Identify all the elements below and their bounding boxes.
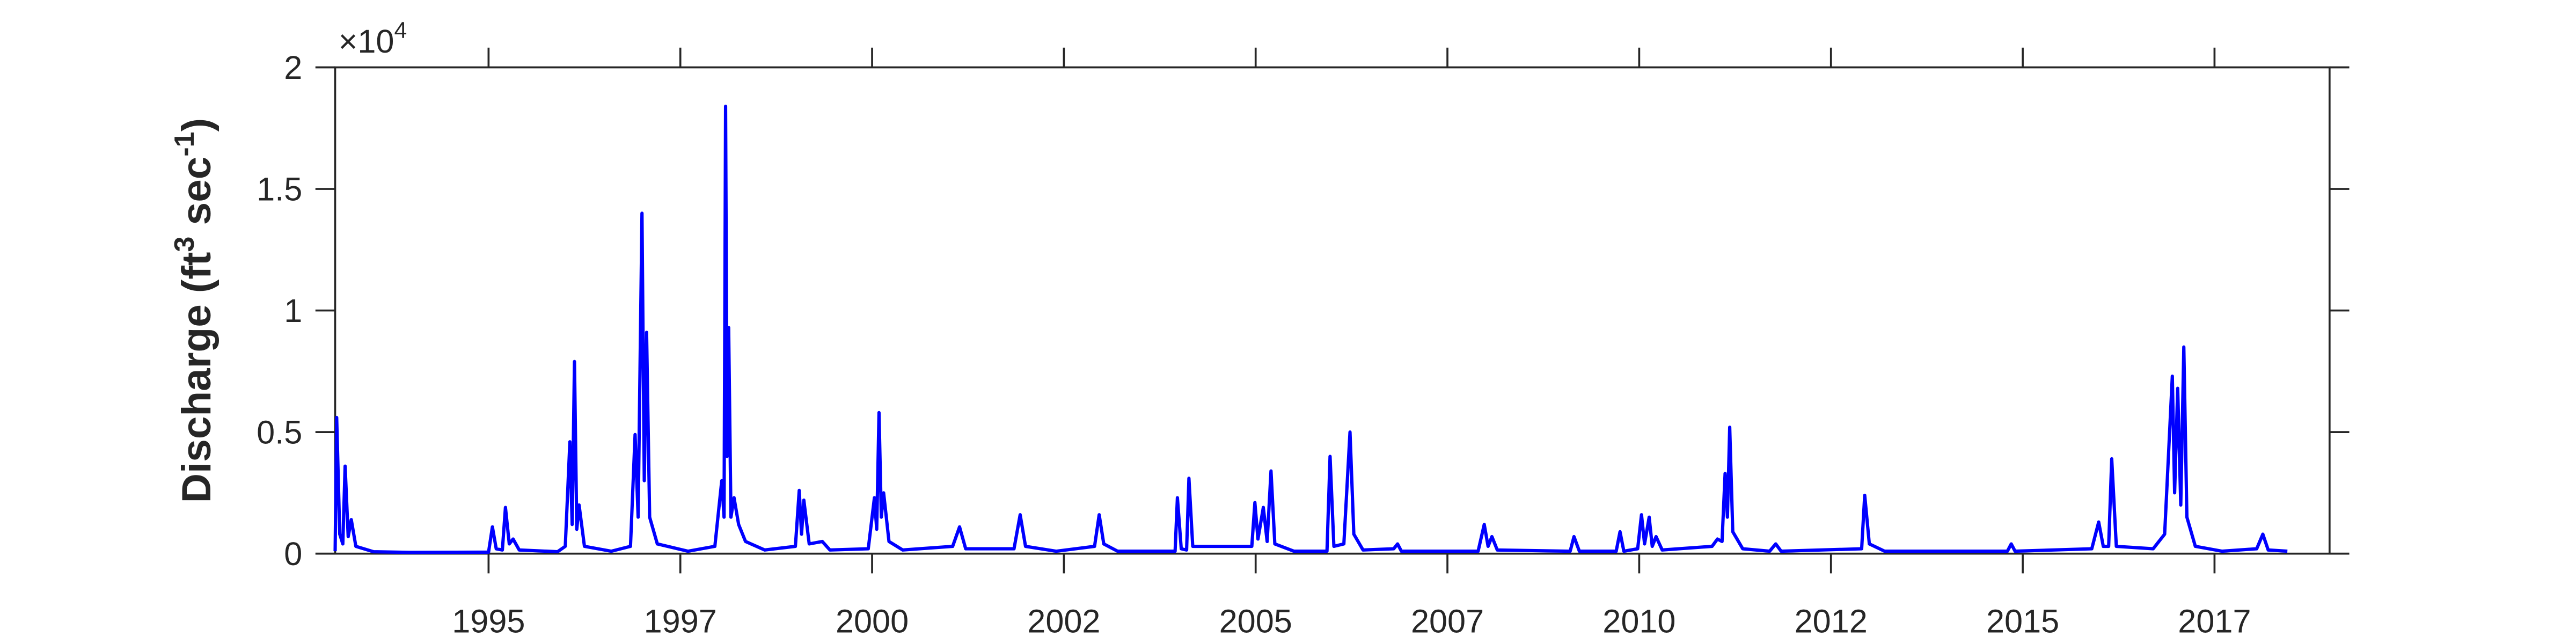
x-tick-label: 2005 [1219,603,1292,640]
data-line [333,104,2288,554]
y-tick-label: 1 [284,292,302,329]
x-tick-label: 2002 [1027,603,1100,640]
multiplier-base: ×10 [339,23,394,60]
y-label-part: sec [174,157,219,237]
y-label-sup: -1 [169,131,200,156]
y-label-part: ) [174,118,219,131]
y-tick-label: 2 [284,49,302,86]
x-tick-label: 2010 [1602,603,1675,640]
x-tick-label: 1995 [452,603,525,640]
y-multiplier: ×104 [339,17,407,60]
x-tick-label: 2012 [1795,603,1868,640]
x-tick-label: 1997 [644,603,717,640]
x-tick-label: 2007 [1411,603,1484,640]
x-tick-label: 2017 [2178,603,2251,640]
multiplier-exp: 4 [394,17,407,43]
y-axis-label: Discharge (ft3 sec-1) [169,118,219,503]
x-tick-label: 2015 [1986,603,2059,640]
y-tick-label: 0.5 [257,414,302,451]
x-tick-label: 2000 [836,603,909,640]
y-label-sup: 3 [169,237,200,252]
y-label-part: Discharge (ft [174,252,219,503]
y-tick-label: 0 [284,536,302,572]
y-tick-label: 1.5 [257,171,302,207]
